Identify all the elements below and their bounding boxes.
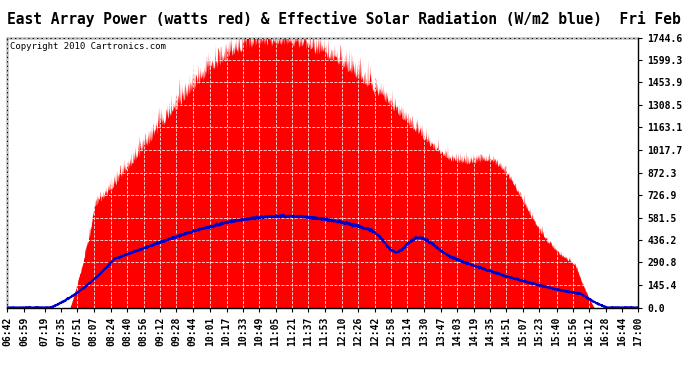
Text: East Array Power (watts red) & Effective Solar Radiation (W/m2 blue)  Fri Feb 19: East Array Power (watts red) & Effective… xyxy=(7,11,690,27)
Text: Copyright 2010 Cartronics.com: Copyright 2010 Cartronics.com xyxy=(10,42,166,51)
